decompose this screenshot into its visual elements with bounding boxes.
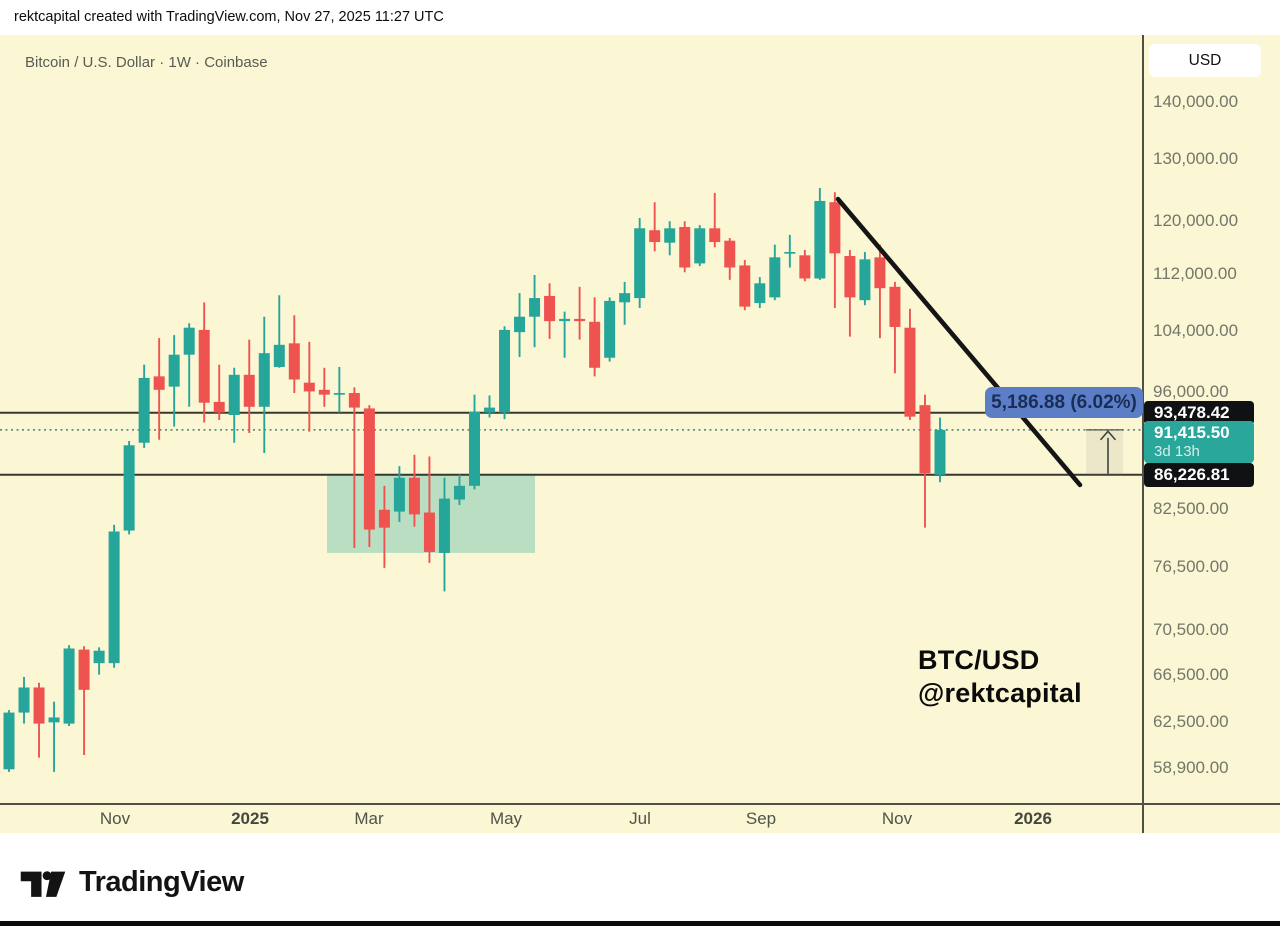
- time-label: Nov: [881, 809, 913, 828]
- time-label: Nov: [99, 809, 131, 828]
- currency-toggle[interactable]: USD: [1149, 44, 1261, 77]
- time-label: May: [489, 809, 523, 828]
- chart-background: [0, 35, 1280, 833]
- time-axis-line: [0, 803, 1280, 805]
- price-tick: 76,500.00: [1153, 556, 1229, 576]
- tradingview-logo[interactable]: TradingView: [20, 862, 244, 902]
- price-tick: 58,900.00: [1153, 757, 1229, 777]
- bar-countdown: 3d 13h: [1154, 442, 1200, 460]
- time-label: Mar: [354, 809, 384, 828]
- chart-canvas[interactable]: [0, 0, 1143, 803]
- price-tick: 130,000.00: [1153, 149, 1239, 168]
- time-label: Jul: [629, 809, 651, 828]
- price-tick: 140,000.00: [1153, 92, 1239, 111]
- watermark-symbol: BTC/USD: [918, 645, 1040, 675]
- tradingview-logo-mark: [20, 871, 66, 897]
- watermark-handle: @rektcapital: [918, 678, 1082, 708]
- price-tick: 120,000.00: [1153, 210, 1239, 230]
- attribution-bar: rektcapital created with TradingView.com…: [0, 0, 1280, 35]
- level-price-badge-upper: 93,478.42: [1144, 400, 1254, 425]
- price-tick: 96,000.00: [1153, 382, 1229, 402]
- current-price-badge: 91,415.50 3d 13h: [1144, 420, 1254, 463]
- price-axis-line: [1142, 35, 1144, 833]
- price-tick: 62,500.00: [1153, 712, 1229, 732]
- price-tick: 66,500.00: [1153, 664, 1229, 684]
- tradingview-logo-text: TradingView: [79, 865, 244, 898]
- current-price-value: 91,415.50: [1154, 422, 1230, 442]
- price-tick: 112,000.00: [1153, 263, 1237, 283]
- measure-label: 5,186.88 (6.02%): [985, 387, 1143, 418]
- price-tick: 82,500.00: [1153, 498, 1229, 518]
- time-label: 2025: [231, 809, 269, 828]
- time-label: Sep: [745, 809, 777, 828]
- symbol-title: Bitcoin / U.S. Dollar · 1W · Coinbase: [25, 54, 268, 71]
- price-tick: 104,000.00: [1153, 320, 1239, 340]
- level-price-badge-lower: 86,226.81: [1144, 462, 1254, 487]
- attribution-text: rektcapital created with TradingView.com…: [14, 9, 444, 25]
- bottom-edge-bar: [0, 921, 1280, 926]
- time-label: 2026: [1014, 809, 1052, 828]
- watermark: BTC/USD @rektcapital: [918, 644, 1082, 710]
- price-tick: 70,500.00: [1153, 619, 1229, 639]
